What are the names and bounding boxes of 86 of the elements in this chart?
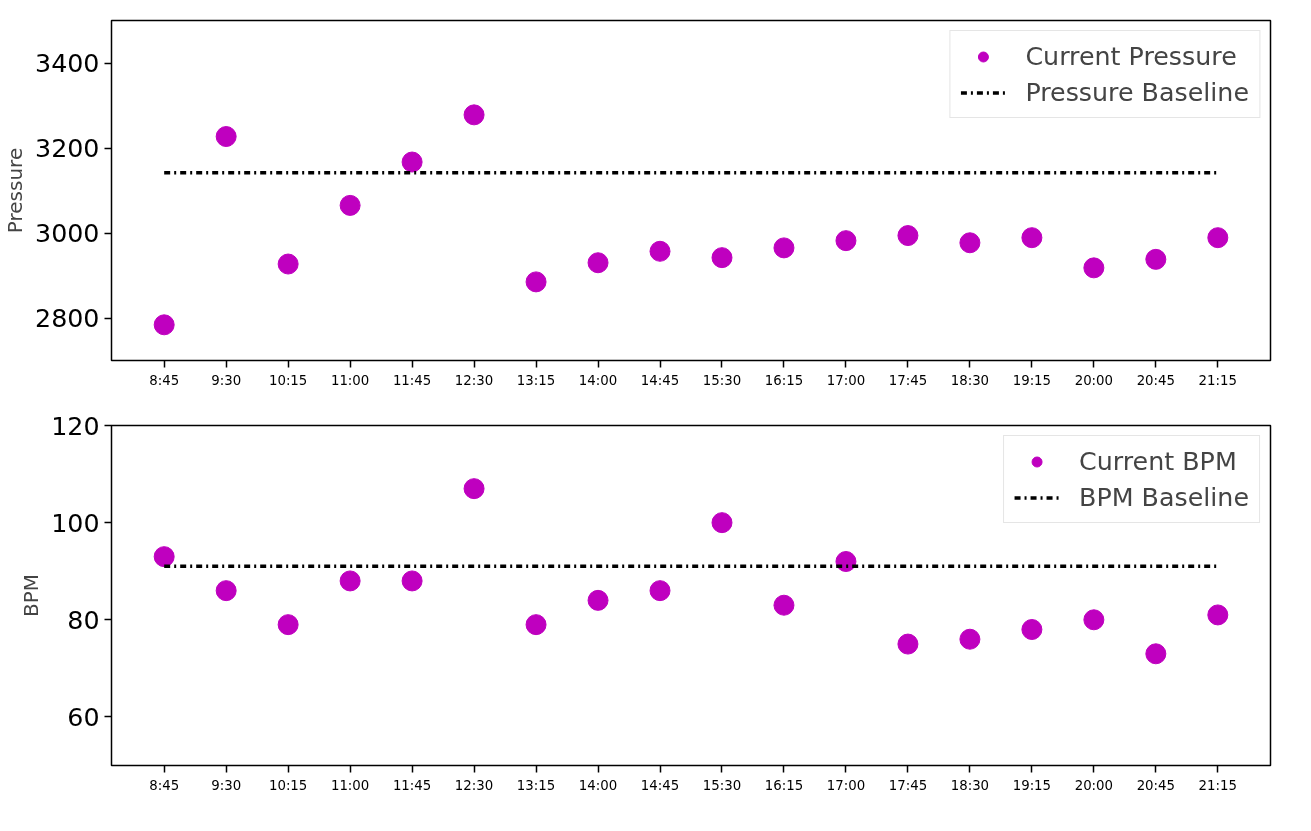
point <box>153 314 175 336</box>
point <box>1021 227 1043 249</box>
x-tick-label: 14:00 <box>578 372 618 388</box>
x-tick-label: 17:00 <box>826 777 866 793</box>
y-axis-title: BPM <box>19 573 44 618</box>
y-tick-label: 120 <box>51 410 100 441</box>
point <box>277 253 299 275</box>
y-tick-label: 80 <box>67 604 100 635</box>
point <box>277 614 299 636</box>
legend-label: Pressure Baseline <box>1025 77 1249 107</box>
x-tick-label: 11:00 <box>330 777 370 793</box>
y-tick-label: 3000 <box>35 218 100 248</box>
x-tick-label: 8:45 <box>149 372 180 388</box>
point <box>1207 227 1229 249</box>
point <box>587 252 609 274</box>
x-tick-label: 12:30 <box>454 372 494 388</box>
legend-label: Current Pressure <box>1025 41 1237 71</box>
point <box>463 104 485 126</box>
point <box>525 271 547 293</box>
point <box>711 512 733 534</box>
x-tick-label: 12:30 <box>454 777 494 793</box>
point <box>1145 248 1167 270</box>
x-tick-label: 8:45 <box>149 777 180 793</box>
legend-label: Current BPM <box>1079 446 1237 476</box>
x-tick-label: 11:00 <box>330 372 370 388</box>
point <box>959 232 981 254</box>
x-tick-label: 14:00 <box>578 777 618 793</box>
x-tick-label: 15:30 <box>702 372 742 388</box>
point <box>711 247 733 269</box>
x-tick-label: 9:30 <box>211 777 242 793</box>
point <box>897 225 919 247</box>
point <box>525 614 547 636</box>
x-tick-label: 13:15 <box>516 777 556 793</box>
x-tick-label: 16:15 <box>764 777 804 793</box>
legend-label: BPM Baseline <box>1079 482 1249 512</box>
x-tick-label: 11:45 <box>392 777 432 793</box>
x-tick-label: 18:30 <box>950 777 990 793</box>
point <box>401 151 423 173</box>
y-tick-label: 3200 <box>35 133 100 163</box>
point <box>339 570 361 592</box>
y-tick-label: 2800 <box>35 303 100 333</box>
point <box>959 628 981 650</box>
x-tick-label: 15:30 <box>702 777 742 793</box>
point <box>1083 257 1105 279</box>
x-tick-label: 11:45 <box>392 372 432 388</box>
x-tick-label: 20:00 <box>1074 777 1114 793</box>
y-tick-label: 100 <box>51 507 100 538</box>
x-tick-label: 17:00 <box>826 372 866 388</box>
point <box>773 237 795 259</box>
point <box>773 594 795 616</box>
x-tick-label: 10:15 <box>268 777 308 793</box>
point <box>215 126 237 148</box>
point <box>649 580 671 602</box>
x-tick-label: 13:15 <box>516 372 556 388</box>
point <box>835 230 857 252</box>
x-tick-label: 21:15 <box>1198 777 1238 793</box>
point <box>897 633 919 655</box>
point <box>587 589 609 611</box>
x-tick-label: 9:30 <box>211 372 242 388</box>
x-tick-label: 14:45 <box>640 777 680 793</box>
point <box>339 194 361 216</box>
x-tick-label: 19:15 <box>1012 372 1052 388</box>
x-tick-label: 14:45 <box>640 372 680 388</box>
x-tick-label: 20:45 <box>1136 777 1176 793</box>
x-tick-label: 16:15 <box>764 372 804 388</box>
x-tick-label: 17:45 <box>888 372 928 388</box>
y-tick-label: 3400 <box>35 48 100 78</box>
y-axis-title: Pressure <box>3 147 28 234</box>
point <box>1145 643 1167 665</box>
x-tick-label: 10:15 <box>268 372 308 388</box>
point <box>1083 609 1105 631</box>
point <box>649 240 671 262</box>
point <box>153 546 175 568</box>
x-tick-label: 20:45 <box>1136 372 1176 388</box>
x-tick-label: 20:00 <box>1074 372 1114 388</box>
x-tick-label: 18:30 <box>950 372 990 388</box>
x-tick-label: 19:15 <box>1012 777 1052 793</box>
x-tick-label: 21:15 <box>1198 372 1238 388</box>
point <box>1207 604 1229 626</box>
point <box>401 570 423 592</box>
point <box>215 580 237 602</box>
y-tick-label: 60 <box>67 701 100 732</box>
x-tick-label: 17:45 <box>888 777 928 793</box>
point <box>463 478 485 500</box>
point <box>1021 619 1043 640</box>
point <box>835 551 857 572</box>
